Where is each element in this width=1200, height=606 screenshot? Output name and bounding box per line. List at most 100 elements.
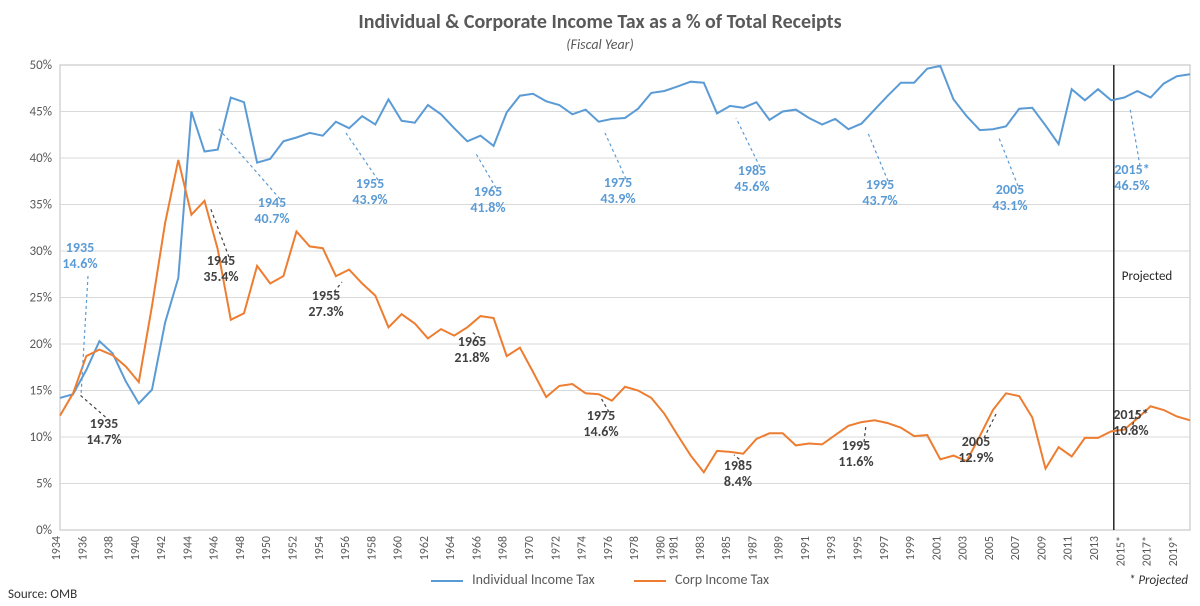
svg-text:10%: 10% [30,430,52,445]
svg-text:2017*: 2017* [1141,536,1155,566]
svg-text:14.7%: 14.7% [86,431,121,448]
svg-text:1960: 1960 [392,536,406,560]
svg-text:1940: 1940 [129,536,143,560]
svg-text:2005: 2005 [983,536,997,560]
legend-item-corporate: Corp Income Tax [634,571,769,588]
svg-text:1935: 1935 [66,239,94,256]
svg-text:35.4%: 35.4% [203,268,238,285]
svg-text:1981: 1981 [668,536,682,560]
svg-text:1955: 1955 [312,287,340,304]
svg-text:2009: 2009 [1035,536,1049,560]
svg-text:27.3%: 27.3% [308,303,343,320]
svg-text:1995: 1995 [852,536,866,560]
svg-text:2011: 2011 [1062,536,1076,560]
svg-text:45.6%: 45.6% [734,178,769,195]
svg-text:20%: 20% [30,337,52,352]
svg-text:43.9%: 43.9% [600,190,635,207]
svg-text:1997: 1997 [878,536,892,560]
svg-text:1975: 1975 [587,407,615,424]
svg-text:1989: 1989 [773,536,787,560]
svg-text:21.8%: 21.8% [454,349,489,366]
svg-text:1976: 1976 [602,536,616,560]
svg-text:8.4%: 8.4% [724,473,752,490]
svg-text:12.9%: 12.9% [958,449,993,466]
svg-text:1944: 1944 [181,536,195,560]
svg-text:1954: 1954 [313,536,327,560]
svg-text:1985: 1985 [738,162,766,179]
svg-text:1985: 1985 [720,536,734,560]
projected-footnote: * Projected [1129,573,1188,588]
svg-text:1978: 1978 [628,536,642,560]
svg-text:2005: 2005 [996,181,1024,198]
svg-text:10.8%: 10.8% [1113,422,1148,439]
svg-text:41.8%: 41.8% [470,199,505,216]
svg-text:2007: 2007 [1009,536,1023,560]
svg-text:5%: 5% [36,477,52,492]
svg-text:14.6%: 14.6% [583,423,618,440]
svg-text:1983: 1983 [694,536,708,560]
svg-text:2015*: 2015* [1114,161,1149,178]
svg-text:1993: 1993 [825,536,839,560]
svg-text:35%: 35% [30,198,52,213]
legend-swatch-corporate [634,580,666,582]
svg-text:1958: 1958 [365,536,379,560]
svg-text:25%: 25% [30,291,52,306]
svg-text:1945: 1945 [258,194,286,211]
svg-text:1950: 1950 [260,536,274,560]
svg-text:1987: 1987 [746,536,760,560]
svg-text:1965: 1965 [474,183,502,200]
svg-text:0%: 0% [36,523,52,538]
legend: Individual Income Tax Corp Income Tax [0,571,1200,588]
svg-text:2003: 2003 [957,536,971,560]
plot-svg: 0% 5% 10% 15% 20% 25% 30% 35% 40% 45% 50% 1934 1936 1… [0,0,1200,606]
svg-text:1985: 1985 [724,457,752,474]
svg-text:1964: 1964 [444,536,458,560]
svg-text:43.9%: 43.9% [352,191,387,208]
svg-text:1948: 1948 [234,536,248,560]
svg-text:46.5%: 46.5% [1114,177,1149,194]
svg-text:2019*: 2019* [1167,536,1181,566]
svg-text:1974: 1974 [576,536,590,560]
svg-text:2005: 2005 [962,433,990,450]
svg-text:1934: 1934 [50,536,64,560]
svg-text:1952: 1952 [287,536,301,560]
svg-text:1946: 1946 [208,536,222,560]
svg-text:1955: 1955 [356,175,384,192]
svg-text:1936: 1936 [76,536,90,560]
svg-text:1995: 1995 [842,437,870,454]
svg-text:2013: 2013 [1088,536,1102,560]
svg-text:1938: 1938 [103,536,117,560]
svg-text:14.6%: 14.6% [62,255,97,272]
svg-text:45%: 45% [30,105,52,120]
svg-text:50%: 50% [30,58,52,73]
svg-text:2015*: 2015* [1114,536,1128,566]
svg-text:1980: 1980 [654,536,668,560]
svg-text:2001: 2001 [930,536,944,560]
svg-text:30%: 30% [30,244,52,259]
svg-text:1968: 1968 [497,536,511,560]
svg-text:43.7%: 43.7% [862,192,897,209]
legend-label-individual: Individual Income Tax [472,571,595,588]
svg-text:1935: 1935 [90,415,118,432]
svg-text:1975: 1975 [604,174,632,191]
svg-text:1966: 1966 [470,536,484,560]
svg-text:1965: 1965 [458,333,486,350]
svg-text:1999: 1999 [904,536,918,560]
legend-item-individual: Individual Income Tax [431,571,598,588]
svg-text:1962: 1962 [418,536,432,560]
svg-text:40.7%: 40.7% [254,210,289,227]
svg-text:1972: 1972 [549,536,563,560]
chart-container: Individual & Corporate Income Tax as a %… [0,0,1200,606]
legend-label-corporate: Corp Income Tax [675,571,769,588]
svg-text:1942: 1942 [155,536,169,560]
svg-text:2015*: 2015* [1113,406,1148,423]
svg-text:1956: 1956 [339,536,353,560]
svg-text:1945: 1945 [207,252,235,269]
svg-text:15%: 15% [30,384,52,399]
legend-swatch-individual [431,580,463,582]
svg-text:43.1%: 43.1% [992,197,1027,214]
svg-text:11.6%: 11.6% [838,453,873,470]
svg-text:1970: 1970 [523,536,537,560]
svg-text:40%: 40% [30,151,52,166]
source-label: Source: OMB [8,587,77,602]
